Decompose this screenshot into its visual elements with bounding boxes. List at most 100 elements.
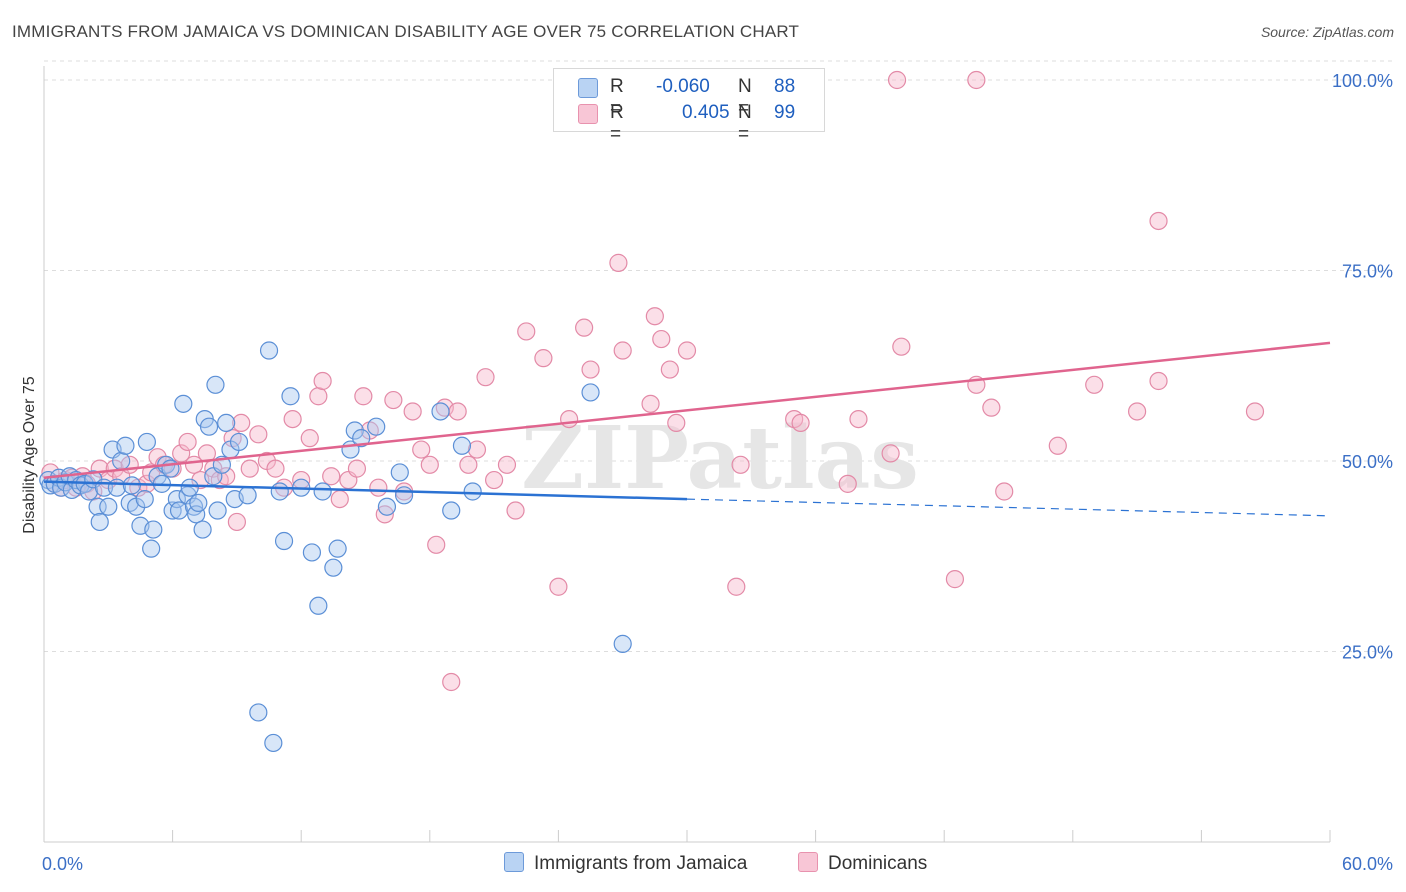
jamaica-point bbox=[187, 505, 206, 524]
jamaica-point bbox=[309, 596, 328, 615]
jamaica-point bbox=[135, 490, 154, 509]
jamaica-point bbox=[313, 482, 332, 501]
legend-item-dominican: Dominicans bbox=[798, 852, 927, 875]
jamaica-point bbox=[88, 497, 107, 516]
dominican-point bbox=[517, 322, 536, 341]
y-tick-label: 50.0% bbox=[1342, 452, 1393, 472]
jamaica-point bbox=[163, 501, 182, 520]
jamaica-point bbox=[107, 478, 126, 497]
r-label: R = bbox=[610, 76, 624, 119]
dominican-point bbox=[849, 409, 868, 429]
jamaica-point bbox=[174, 394, 193, 413]
jamaica-point bbox=[345, 421, 364, 440]
jamaica-point bbox=[274, 531, 294, 551]
jamaica-point bbox=[167, 490, 186, 509]
y-axis-label: Disability Age Over 75 bbox=[21, 376, 38, 534]
jamaica-point bbox=[229, 432, 249, 452]
dominican-point bbox=[459, 455, 478, 474]
y-tick-label: 75.0% bbox=[1342, 262, 1393, 282]
legend-label: Dominicans bbox=[828, 853, 928, 874]
n-value: 88 bbox=[774, 76, 796, 97]
dominican-points bbox=[41, 70, 1265, 692]
dominican-point bbox=[375, 505, 394, 524]
dominican-point bbox=[330, 490, 349, 509]
r-label: R = bbox=[610, 102, 624, 145]
jamaica-point bbox=[352, 429, 371, 448]
jamaica-point bbox=[264, 733, 283, 753]
jamaica-point bbox=[281, 387, 300, 406]
jamaica-point bbox=[581, 383, 600, 402]
stats-legend: R = -0.060 N = 88 R = 0.405 N = 99 bbox=[553, 68, 825, 145]
dominican-point bbox=[384, 390, 403, 410]
dominican-point bbox=[667, 413, 686, 432]
jamaica-point bbox=[452, 436, 472, 455]
jamaica-point bbox=[206, 375, 225, 394]
legend-item-jamaica: Immigrants from Jamaica bbox=[504, 852, 747, 875]
dominican-point bbox=[881, 444, 900, 463]
dominican-point bbox=[1245, 402, 1265, 421]
dominican-point bbox=[442, 672, 461, 692]
dominican-point bbox=[266, 459, 285, 478]
jamaica-point bbox=[324, 558, 343, 577]
jamaica-swatch bbox=[504, 852, 524, 872]
jamaica-point bbox=[238, 486, 257, 505]
dominican-point bbox=[549, 577, 568, 596]
jamaica-point bbox=[390, 463, 409, 482]
dominican-point bbox=[945, 570, 965, 589]
dominican-point bbox=[609, 253, 628, 272]
dominican-point bbox=[300, 429, 319, 448]
jamaica-point bbox=[613, 634, 632, 653]
dominican-point bbox=[354, 387, 373, 406]
jamaica-point bbox=[217, 413, 236, 432]
jamaica-point bbox=[442, 501, 461, 520]
jamaica-point bbox=[137, 432, 156, 452]
dominican-point bbox=[727, 577, 746, 596]
dominican-point bbox=[240, 459, 259, 478]
dominican-trend-line bbox=[43, 341, 1331, 480]
dominican-point bbox=[485, 470, 504, 490]
x-tick-label: 0.0% bbox=[42, 854, 83, 874]
jamaica-point bbox=[99, 497, 118, 516]
dominican-point bbox=[982, 398, 1001, 417]
n-label: N = bbox=[738, 102, 752, 145]
dominican-point bbox=[322, 467, 341, 486]
jamaica-point bbox=[169, 501, 189, 520]
dominican-point bbox=[995, 482, 1014, 501]
dominican-point bbox=[249, 425, 268, 444]
dominican-point bbox=[420, 455, 439, 474]
chart-title: IMMIGRANTS FROM JAMAICA VS DOMINICAN DIS… bbox=[12, 22, 800, 41]
dominican-point bbox=[560, 409, 579, 429]
dominican-point bbox=[1085, 375, 1104, 394]
n-label: N = bbox=[738, 76, 752, 119]
axes bbox=[43, 66, 1331, 843]
dominican-point bbox=[731, 455, 750, 474]
dominican-point bbox=[172, 444, 191, 463]
dominican-point bbox=[217, 467, 236, 486]
dominican-point bbox=[1149, 211, 1168, 231]
jamaica-point bbox=[90, 512, 109, 532]
dominican-point bbox=[677, 341, 697, 360]
jamaica-trend-line bbox=[43, 480, 688, 501]
jamaica-point bbox=[394, 486, 414, 505]
dominican-point bbox=[641, 394, 660, 413]
n-value: 99 bbox=[774, 102, 796, 123]
jamaica-point bbox=[431, 402, 450, 421]
r-value: 0.405 bbox=[682, 102, 730, 123]
dominican-point bbox=[1127, 402, 1147, 421]
dominican-point bbox=[427, 535, 446, 554]
dominican-point bbox=[652, 329, 671, 349]
dominican-point bbox=[178, 432, 197, 452]
jamaica-point bbox=[144, 520, 163, 539]
dominican-point bbox=[575, 318, 594, 337]
dominican-point bbox=[1149, 371, 1168, 391]
jamaica-point bbox=[367, 417, 386, 436]
dominican-point bbox=[645, 307, 664, 326]
dominican-point bbox=[227, 512, 246, 532]
dominican-point bbox=[476, 368, 495, 387]
jamaica-point bbox=[112, 451, 131, 471]
jamaica-points bbox=[39, 341, 632, 753]
dominican-swatch bbox=[578, 104, 598, 124]
dominican-point bbox=[534, 349, 553, 368]
dominican-point bbox=[838, 474, 857, 493]
r-value: -0.060 bbox=[656, 76, 710, 97]
